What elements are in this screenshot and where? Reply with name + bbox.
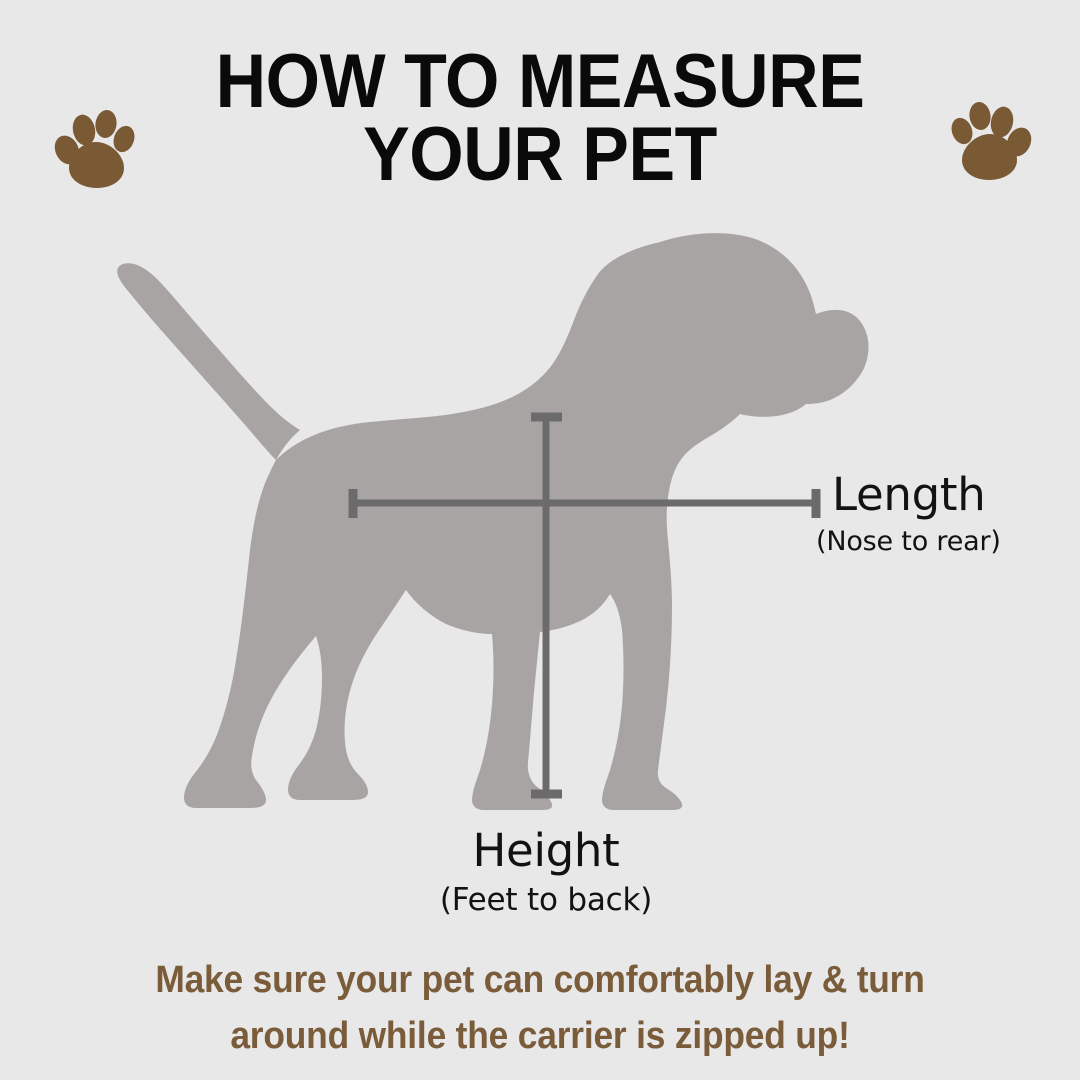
length-label-group: Length (Nose to rear) bbox=[816, 468, 1080, 555]
dog-silhouette bbox=[117, 233, 869, 810]
height-label: Height bbox=[472, 824, 620, 877]
height-label-group: Height (Feet to back) bbox=[286, 828, 806, 916]
page-title: HOW TO MEASURE YOUR PET bbox=[0, 39, 1080, 197]
footer-note: Make sure your pet can comfortably lay &… bbox=[0, 952, 1080, 1064]
title-line-2: YOUR PET bbox=[363, 111, 717, 197]
measurement-lines bbox=[348, 412, 821, 799]
length-sublabel: (Nose to rear) bbox=[816, 526, 1001, 557]
title-line-1: HOW TO MEASURE bbox=[215, 39, 865, 124]
measurement-illustration bbox=[0, 210, 1080, 850]
footer-line-1: Make sure your pet can comfortably lay &… bbox=[155, 959, 925, 1001]
paw-print-icon bbox=[48, 98, 144, 202]
length-label: Length bbox=[832, 468, 986, 521]
header: HOW TO MEASURE YOUR PET bbox=[0, 39, 1080, 197]
paw-print-icon bbox=[942, 90, 1038, 194]
height-sublabel: (Feet to back) bbox=[439, 882, 653, 918]
footer-line-2: around while the carrier is zipped up! bbox=[230, 1015, 850, 1058]
